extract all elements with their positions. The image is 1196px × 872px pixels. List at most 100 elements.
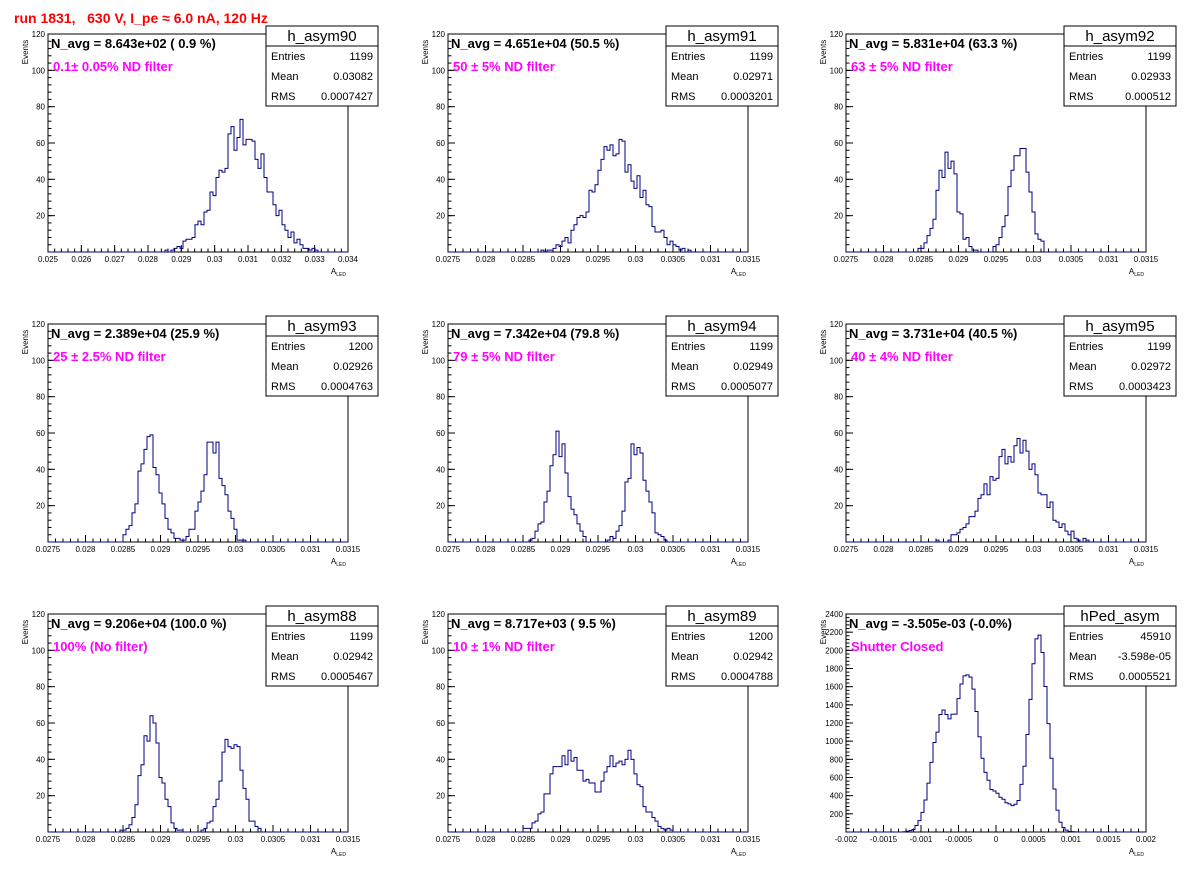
y-tick-label: 400 [830, 792, 844, 801]
stat-label: RMS [271, 671, 295, 683]
page-title: run 1831, 630 V, I_pe ≈ 6.0 nA, 120 Hz [14, 10, 268, 26]
stat-label: Entries [1069, 631, 1104, 643]
y-tick-label: 200 [830, 810, 844, 819]
y-axis-title: Events [421, 330, 430, 354]
x-tick-label: 0.028 [75, 835, 96, 844]
histogram-series [448, 430, 748, 543]
stat-label: Entries [671, 341, 706, 353]
filter-label: 50 ± 5% ND filter [453, 59, 555, 74]
x-tick-label: 0.0015 [1096, 835, 1121, 844]
histogram-name: h_asym95 [1085, 318, 1154, 335]
x-tick-label: 0.034 [338, 255, 359, 264]
x-tick-label: 0.0305 [661, 255, 686, 264]
x-tick-label: 0.0315 [736, 835, 761, 844]
y-tick-label: 20 [36, 212, 45, 221]
y-tick-label: 60 [436, 429, 445, 438]
stat-value: 0.0004763 [321, 381, 373, 393]
histogram-name: h_asym91 [687, 28, 756, 45]
y-tick-label: 80 [36, 393, 45, 402]
stat-value: -3.598e-05 [1118, 651, 1171, 663]
stat-label: RMS [671, 381, 695, 393]
x-tick-label: 0.0305 [1059, 255, 1084, 264]
y-tick-label: 60 [436, 139, 445, 148]
stat-label: RMS [1069, 91, 1093, 103]
x-tick-label: 0.029 [550, 545, 571, 554]
stat-value: 0.02971 [733, 71, 773, 83]
x-tick-label: 0.028 [873, 545, 894, 554]
histogram-series [846, 437, 1146, 543]
x-tick-label: 0.0005 [1021, 835, 1046, 844]
x-tick-label: 0.002 [1136, 835, 1157, 844]
stats-box [265, 605, 379, 687]
stat-value: 0.0003201 [721, 91, 773, 103]
filter-label: 0.1± 0.05% ND filter [53, 59, 173, 74]
y-tick-label: 1400 [825, 701, 843, 710]
x-tick-label: 0.033 [305, 255, 326, 264]
y-tick-label: 60 [436, 719, 445, 728]
x-axis-title: ALED [1129, 847, 1144, 858]
histogram-name: h_asym89 [687, 608, 756, 625]
x-axis-title: ALED [331, 267, 346, 278]
x-tick-label: 0.025 [38, 255, 59, 264]
x-tick-label: 0.0305 [661, 835, 686, 844]
x-tick-label: -0.001 [910, 835, 933, 844]
x-tick-label: 0.03 [1026, 545, 1042, 554]
y-tick-label: 100 [830, 66, 844, 75]
y-tick-label: 60 [36, 719, 45, 728]
stat-value: 0.02933 [1131, 71, 1171, 83]
histogram-panel: 0.0275 0.028 0.0285 0.029 0.0295 0.03 0.0305 0.… [21, 315, 379, 568]
navg-label: N_avg = 8.717e+03 ( 9.5 %) [451, 616, 616, 631]
stat-label: Entries [671, 51, 706, 63]
x-tick-label: 0.029 [150, 545, 171, 554]
x-tick-label: 0.0285 [511, 255, 536, 264]
y-tick-label: 120 [432, 30, 446, 39]
x-tick-label: -0.002 [835, 835, 858, 844]
stat-label: RMS [271, 381, 295, 393]
y-tick-label: 120 [32, 30, 46, 39]
x-tick-label: 0.032 [271, 255, 292, 264]
x-tick-label: 0.0315 [736, 545, 761, 554]
x-axis-title: ALED [731, 267, 746, 278]
x-tick-label: 0.0295 [186, 545, 211, 554]
stats-box [665, 605, 779, 687]
y-tick-label: 100 [830, 356, 844, 365]
y-tick-label: 40 [436, 465, 445, 474]
x-tick-label: 0.031 [700, 545, 721, 554]
x-axis-title: ALED [331, 557, 346, 568]
y-tick-label: 120 [830, 30, 844, 39]
histogram-name: h_asym93 [287, 318, 356, 335]
x-tick-label: 0.027 [105, 255, 126, 264]
y-tick-label: 40 [36, 465, 45, 474]
stat-value: 1199 [1147, 341, 1171, 353]
y-tick-label: 1800 [825, 665, 843, 674]
x-axis-title: ALED [1129, 267, 1144, 278]
stat-label: Entries [1069, 341, 1104, 353]
x-tick-label: 0.0305 [261, 835, 286, 844]
y-tick-label: 120 [32, 320, 46, 329]
y-tick-label: 800 [830, 755, 844, 764]
y-tick-label: 80 [436, 683, 445, 692]
x-tick-label: -0.0015 [870, 835, 898, 844]
navg-label: N_avg = 7.342e+04 (79.8 %) [451, 326, 619, 341]
stat-value: 0.0005467 [321, 671, 373, 683]
y-tick-label: 80 [436, 393, 445, 402]
stat-value: 1199 [749, 51, 773, 63]
y-tick-label: 2200 [825, 628, 843, 637]
stats-box [665, 315, 779, 397]
y-tick-label: 100 [432, 646, 446, 655]
stat-label: RMS [671, 671, 695, 683]
y-tick-label: 60 [36, 429, 45, 438]
x-tick-label: 0.028 [75, 545, 96, 554]
y-tick-label: 2400 [825, 610, 843, 619]
y-tick-label: 40 [36, 175, 45, 184]
stat-value: 0.0004788 [721, 671, 773, 683]
x-tick-label: 0.0285 [111, 835, 136, 844]
histogram-series [846, 634, 1146, 833]
x-tick-label: 0.0275 [36, 545, 61, 554]
histogram-name: h_asym88 [287, 608, 356, 625]
x-tick-label: 0.031 [1098, 255, 1119, 264]
y-tick-label: 20 [436, 212, 445, 221]
x-tick-label: 0.0285 [909, 255, 934, 264]
filter-label: 100% (No filter) [53, 639, 148, 654]
